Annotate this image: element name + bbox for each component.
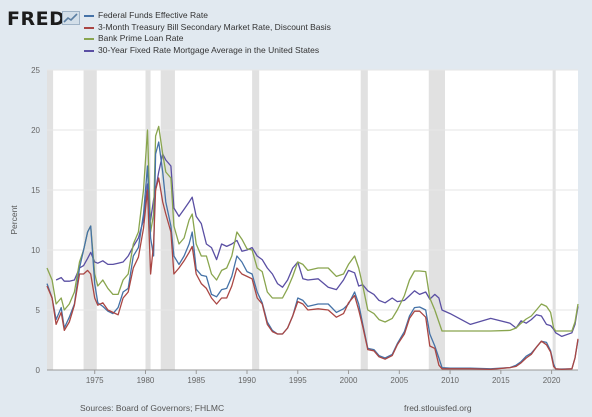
y-axis-label: Percent <box>9 205 19 235</box>
x-tick-label: 2015 <box>492 376 510 385</box>
x-tick-label: 1995 <box>289 376 307 385</box>
legend-swatch <box>84 14 94 17</box>
legend-label: Bank Prime Loan Rate <box>98 33 184 44</box>
legend-label: 3-Month Treasury Bill Secondary Market R… <box>98 21 331 32</box>
legend-item: 3-Month Treasury Bill Secondary Market R… <box>84 22 331 34</box>
x-tick-label: 1980 <box>137 376 155 385</box>
x-tick-label: 2005 <box>390 376 408 385</box>
series-line <box>46 125 579 332</box>
y-tick-label: 25 <box>31 66 40 75</box>
legend-swatch <box>84 26 94 29</box>
recession-band <box>47 70 54 370</box>
chart-legend: Federal Funds Effective Rate 3-Month Tre… <box>84 10 331 57</box>
x-tick-label: 1985 <box>187 376 205 385</box>
x-tick-label: 1975 <box>86 376 104 385</box>
recession-band <box>252 70 260 370</box>
recession-band <box>360 70 368 370</box>
recession-band <box>428 70 445 370</box>
plot-area <box>47 70 578 370</box>
chart-logo-icon <box>62 11 80 25</box>
y-tick-label: 10 <box>31 246 40 255</box>
x-tick-label: 2020 <box>543 376 561 385</box>
series-line <box>55 153 579 338</box>
x-tick-label: 2010 <box>441 376 459 385</box>
site-url[interactable]: fred.stlouisfed.org <box>404 403 472 413</box>
sources-note: Sources: Board of Governors; FHLMC <box>80 403 225 413</box>
y-tick-label: 5 <box>36 306 41 315</box>
legend-item: Bank Prime Loan Rate <box>84 33 331 45</box>
legend-label: Federal Funds Effective Rate <box>98 10 208 20</box>
legend-item: Federal Funds Effective Rate <box>84 10 331 22</box>
y-tick-label: 15 <box>31 186 40 195</box>
y-tick-label: 20 <box>31 126 40 135</box>
x-tick-label: 1990 <box>238 376 256 385</box>
legend-swatch <box>84 49 94 52</box>
series-line <box>46 177 579 371</box>
legend-swatch <box>84 38 94 41</box>
recession-band <box>83 70 97 370</box>
recession-band <box>552 70 556 370</box>
fred-logo: FRED <box>7 8 66 30</box>
y-tick-label: 0 <box>36 366 41 375</box>
x-tick-label: 2000 <box>340 376 358 385</box>
legend-item: 30-Year Fixed Rate Mortgage Average in t… <box>84 45 331 57</box>
legend-label: 30-Year Fixed Rate Mortgage Average in t… <box>98 45 320 56</box>
